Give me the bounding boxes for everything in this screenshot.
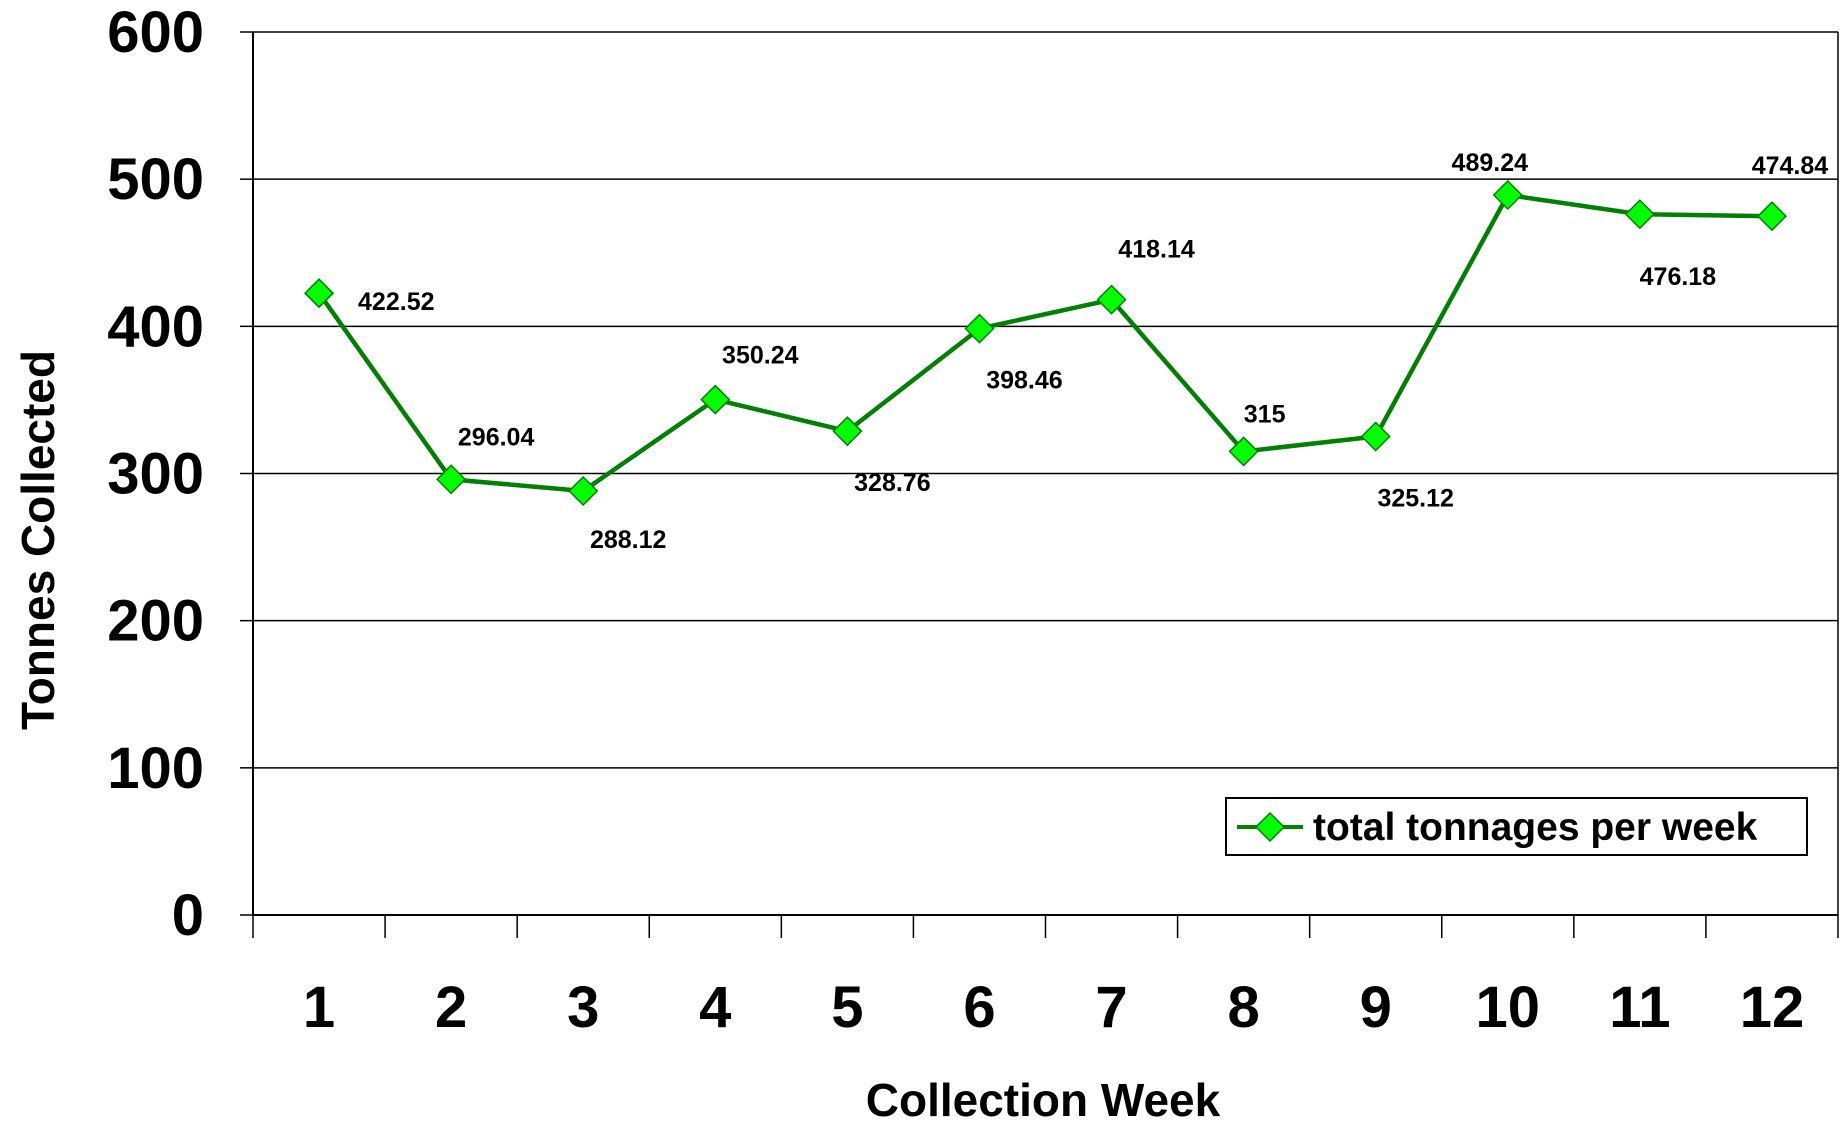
data-point-marker — [964, 313, 995, 344]
y-tick-label: 100 — [107, 736, 204, 801]
x-tick-label: 11 — [1609, 975, 1670, 1040]
data-point-marker — [1492, 179, 1523, 211]
data-label: 398.46 — [986, 367, 1062, 395]
legend-box — [1225, 797, 1808, 856]
data-label: 476.18 — [1640, 263, 1717, 291]
y-tick-label: 600 — [107, 0, 204, 65]
gridlines — [240, 31, 1838, 916]
legend-label: total tonnages per week — [1313, 806, 1758, 849]
data-label: 350.24 — [722, 342, 799, 370]
x-tick-label: 10 — [1476, 975, 1541, 1040]
x-tick-labels: 1 2 3 4 5 6 7 8 9 10 11 12 — [303, 975, 1804, 1040]
y-tick-label: 200 — [107, 589, 204, 654]
y-axis-title: Tonnes Collected — [12, 350, 64, 730]
x-tick-label: 6 — [963, 975, 995, 1040]
data-label: 489.24 — [1452, 149, 1529, 177]
data-label: 325.12 — [1377, 485, 1453, 513]
x-tick-label: 5 — [831, 975, 863, 1040]
data-point-marker — [1360, 421, 1391, 452]
data-label: 328.76 — [854, 469, 930, 497]
data-label: 422.52 — [358, 288, 434, 316]
data-point-marker — [700, 384, 731, 415]
data-label: 296.04 — [458, 423, 535, 451]
series-line — [317, 192, 1772, 494]
x-tick-label: 9 — [1360, 975, 1392, 1040]
legend-marker-swatch — [1254, 811, 1286, 843]
data-label: 474.84 — [1752, 152, 1829, 180]
y-tick-label: 400 — [107, 294, 204, 359]
x-tick-label: 8 — [1227, 975, 1259, 1040]
data-point-marker — [436, 464, 467, 495]
data-point-marker — [568, 475, 599, 507]
y-tick-labels: 0 100 200 300 400 500 600 — [107, 0, 204, 948]
y-tick-label: 500 — [107, 147, 204, 212]
data-point-marker — [832, 416, 863, 447]
data-label: 288.12 — [590, 526, 666, 554]
data-point-marker — [1096, 284, 1127, 315]
data-point-marker — [1756, 201, 1788, 232]
legend: total tonnages per week — [1225, 797, 1808, 856]
series-total-tonnages — [303, 179, 1788, 507]
data-label: 418.14 — [1118, 236, 1195, 264]
y-tick-label: 0 — [172, 883, 204, 948]
data-label: 315 — [1244, 400, 1286, 428]
x-tick-label: 12 — [1740, 975, 1805, 1040]
x-tick-label: 4 — [699, 975, 731, 1040]
x-tick-label: 1 — [303, 975, 335, 1040]
data-point-marker — [1624, 199, 1655, 230]
data-point-marker — [303, 278, 335, 309]
x-axis-title: Collection Week — [866, 1074, 1221, 1124]
data-point-marker — [1228, 436, 1259, 467]
x-tick-label: 3 — [567, 975, 599, 1040]
data-labels: 422.52 296.04 288.12 350.24 328.76 398.46 418.… — [358, 149, 1828, 554]
x-tick-label: 7 — [1095, 975, 1127, 1040]
axes — [252, 32, 1839, 938]
x-tick-label: 2 — [435, 975, 467, 1040]
y-tick-label: 300 — [107, 442, 204, 507]
